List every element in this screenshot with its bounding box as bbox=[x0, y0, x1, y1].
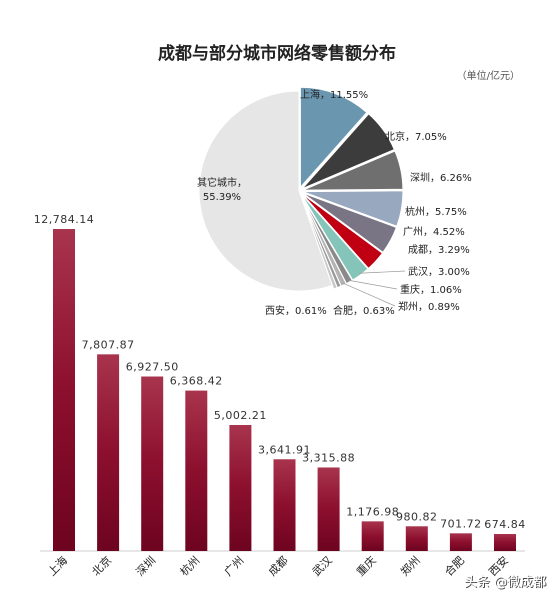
pie-label-8: 郑州，0.89% bbox=[398, 300, 460, 313]
bar-7 bbox=[361, 521, 384, 551]
bar-value-label-7: 1,176.98 bbox=[346, 505, 399, 518]
bar-5 bbox=[273, 459, 296, 551]
pie-label-2: 深圳，6.26% bbox=[410, 172, 472, 184]
bar-value-label-2: 6,927.50 bbox=[126, 361, 179, 374]
bar-value-label-1: 7,807.87 bbox=[82, 338, 135, 351]
pie-label-10: 西安，0.61% bbox=[265, 304, 327, 317]
category-label-7: 重庆 bbox=[353, 553, 378, 578]
category-label-5: 成都 bbox=[266, 554, 291, 579]
bar-value-label-3: 6,368.42 bbox=[170, 375, 223, 388]
pie-label-7: 重庆，1.06% bbox=[400, 283, 462, 296]
pie-leader-7 bbox=[348, 279, 398, 290]
bar-value-label-9: 701.72 bbox=[440, 517, 482, 530]
pie-label-9: 合肥，0.63% bbox=[333, 304, 395, 317]
pie-chart bbox=[198, 86, 404, 292]
category-label-1: 北京 bbox=[89, 553, 114, 578]
bar-1 bbox=[97, 354, 120, 551]
pie-label-1: 北京，7.05% bbox=[385, 130, 447, 143]
pie-leader-6 bbox=[359, 270, 406, 274]
bar-2 bbox=[141, 376, 164, 551]
pie-leader-8 bbox=[342, 282, 396, 307]
bar-value-label-10: 674.84 bbox=[484, 518, 526, 531]
pie-label-6: 武汉，3.00% bbox=[408, 265, 470, 278]
pie-slice-1 bbox=[301, 113, 395, 190]
bar-10 bbox=[494, 534, 516, 551]
category-label-8: 郑州 bbox=[397, 553, 422, 578]
bar-3 bbox=[185, 390, 208, 551]
bar-8 bbox=[405, 526, 428, 551]
watermark-shadow: 头条 @微成都 bbox=[465, 575, 547, 591]
pie-slice-6 bbox=[300, 193, 369, 281]
category-label-0: 上海 bbox=[45, 553, 70, 578]
pie-slice-4 bbox=[302, 192, 398, 254]
pie-slice-10 bbox=[299, 194, 338, 290]
chart-title: 成都与部分城市网络零售额分布 bbox=[158, 43, 396, 64]
pie-label-0: 上海，11.55% bbox=[300, 88, 368, 101]
bar-value-label-5: 3,641.91 bbox=[258, 443, 311, 456]
category-label-3: 杭州 bbox=[177, 553, 202, 578]
pie-slice-0 bbox=[299, 86, 368, 189]
pie-label-3: 杭州，5.75% bbox=[405, 205, 467, 218]
pie-label-11-value: 55.39% bbox=[203, 192, 241, 203]
pie-label-11-name: 其它城市， bbox=[197, 176, 247, 189]
pie-labels: 上海，11.55% 北京，7.05% 深圳，6.26% 杭州，5.75% 广州，4.52… bbox=[197, 88, 472, 317]
unit-label: （单位/亿元） bbox=[457, 69, 520, 82]
category-label-4: 广州 bbox=[222, 554, 247, 579]
bar-0 bbox=[53, 229, 75, 551]
bar-value-label-8: 980.82 bbox=[396, 510, 438, 523]
bar-4 bbox=[229, 425, 252, 551]
pie-label-5: 成都，3.29% bbox=[408, 244, 470, 256]
pie-label-4: 广州，4.52% bbox=[403, 226, 465, 238]
category-label-2: 深圳 bbox=[134, 554, 159, 579]
pie-slice-11 bbox=[198, 90, 333, 292]
bar-9 bbox=[449, 533, 472, 551]
pie-slice-5 bbox=[301, 193, 384, 270]
pie-slice-3 bbox=[302, 190, 404, 227]
bar-value-label-6: 3,315.88 bbox=[302, 451, 355, 464]
bar-value-label-0: 12,784.14 bbox=[34, 213, 94, 226]
pie-slice-2 bbox=[302, 150, 404, 191]
bar-value-label-4: 5,002.21 bbox=[214, 409, 267, 422]
category-label-6: 武汉 bbox=[310, 554, 335, 579]
bar-6 bbox=[317, 467, 340, 551]
watermark: 头条 @微成都 bbox=[464, 574, 546, 590]
